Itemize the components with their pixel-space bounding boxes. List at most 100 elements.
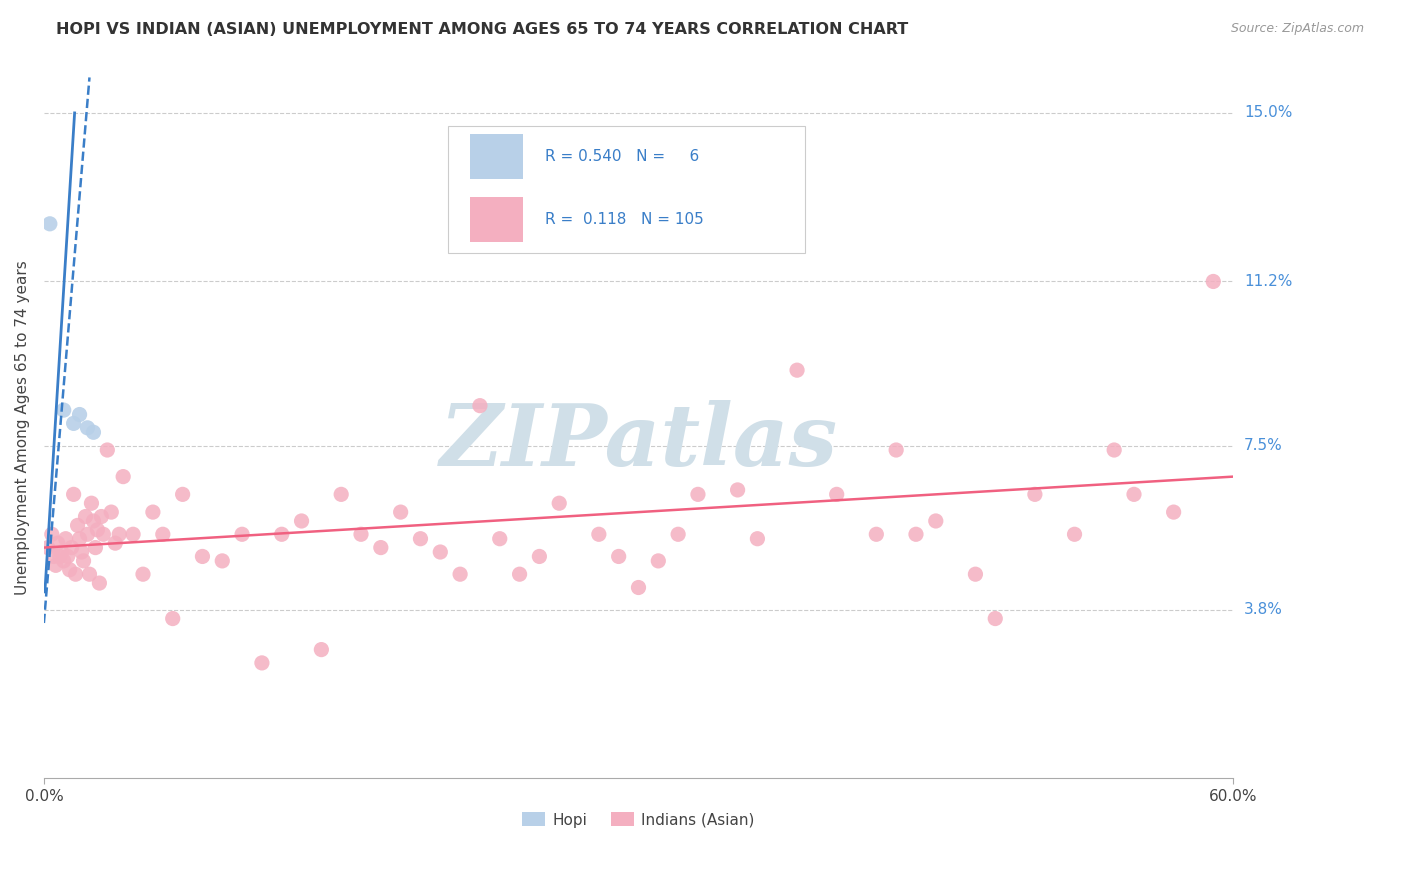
Point xyxy=(468,399,491,413)
Text: 15.0%: 15.0% xyxy=(1244,105,1292,120)
Point xyxy=(330,487,353,501)
Point xyxy=(51,545,73,559)
Point xyxy=(1024,487,1046,501)
Point xyxy=(1163,505,1185,519)
Point xyxy=(96,442,118,457)
Point xyxy=(59,563,82,577)
Point xyxy=(1102,442,1125,457)
Point xyxy=(449,567,471,582)
Point xyxy=(666,527,689,541)
Point xyxy=(727,483,749,497)
Point xyxy=(46,536,69,550)
Point xyxy=(72,554,94,568)
Point xyxy=(45,558,67,573)
Point xyxy=(52,554,75,568)
Point xyxy=(172,487,194,501)
Text: 7.5%: 7.5% xyxy=(1244,438,1282,453)
Point xyxy=(647,554,669,568)
Point xyxy=(48,549,70,564)
FancyBboxPatch shape xyxy=(470,196,523,242)
Point xyxy=(75,509,97,524)
Text: Source: ZipAtlas.com: Source: ZipAtlas.com xyxy=(1230,22,1364,36)
Point xyxy=(60,541,83,555)
Text: R =  0.118   N = 105: R = 0.118 N = 105 xyxy=(544,211,703,227)
Point xyxy=(41,527,63,541)
Text: HOPI VS INDIAN (ASIAN) UNEMPLOYMENT AMONG AGES 65 TO 74 YEARS CORRELATION CHART: HOPI VS INDIAN (ASIAN) UNEMPLOYMENT AMON… xyxy=(56,22,908,37)
Point xyxy=(104,536,127,550)
Point xyxy=(86,523,108,537)
Point xyxy=(38,217,60,231)
Point xyxy=(65,567,87,582)
Text: R = 0.540   N =     6: R = 0.540 N = 6 xyxy=(544,149,699,164)
Point xyxy=(509,567,531,582)
Point xyxy=(270,527,292,541)
FancyBboxPatch shape xyxy=(470,134,523,179)
Point xyxy=(90,509,112,524)
Point xyxy=(52,403,75,417)
Point xyxy=(55,532,77,546)
Point xyxy=(69,532,91,546)
Point xyxy=(79,567,101,582)
Point xyxy=(231,527,253,541)
Point xyxy=(82,514,104,528)
Point xyxy=(429,545,451,559)
Point xyxy=(93,527,115,541)
Point xyxy=(108,527,131,541)
Text: 11.2%: 11.2% xyxy=(1244,274,1292,289)
Point xyxy=(825,487,848,501)
Point xyxy=(56,549,79,564)
Point xyxy=(122,527,145,541)
Point xyxy=(191,549,214,564)
Point xyxy=(965,567,987,582)
Point xyxy=(70,545,93,559)
Point xyxy=(100,505,122,519)
Point xyxy=(548,496,571,510)
Point xyxy=(607,549,630,564)
Point xyxy=(925,514,948,528)
Point xyxy=(89,576,111,591)
Point xyxy=(350,527,373,541)
Point xyxy=(686,487,709,501)
Point xyxy=(76,527,98,541)
Point xyxy=(865,527,887,541)
Point xyxy=(66,518,89,533)
Point xyxy=(786,363,808,377)
Text: 3.8%: 3.8% xyxy=(1244,602,1284,617)
Point xyxy=(904,527,927,541)
Point xyxy=(37,541,59,555)
Point xyxy=(152,527,174,541)
Point xyxy=(409,532,432,546)
Point xyxy=(588,527,610,541)
Point xyxy=(112,469,135,483)
Point xyxy=(132,567,155,582)
Point xyxy=(62,417,84,431)
Point xyxy=(290,514,312,528)
Point xyxy=(211,554,233,568)
Point xyxy=(62,487,84,501)
Point xyxy=(69,408,91,422)
Point xyxy=(747,532,769,546)
Point xyxy=(984,611,1007,625)
Point xyxy=(1123,487,1146,501)
Point xyxy=(627,581,650,595)
Point xyxy=(389,505,412,519)
Point xyxy=(884,442,907,457)
Point xyxy=(311,642,333,657)
Point xyxy=(82,425,104,440)
Text: ZIPatlas: ZIPatlas xyxy=(440,401,838,483)
Point xyxy=(370,541,392,555)
Legend: Hopi, Indians (Asian): Hopi, Indians (Asian) xyxy=(516,806,761,834)
Point xyxy=(1202,275,1225,289)
Point xyxy=(1063,527,1085,541)
Point xyxy=(42,549,65,564)
Point xyxy=(529,549,551,564)
Point xyxy=(488,532,510,546)
Point xyxy=(162,611,184,625)
FancyBboxPatch shape xyxy=(449,127,806,252)
Y-axis label: Unemployment Among Ages 65 to 74 years: Unemployment Among Ages 65 to 74 years xyxy=(15,260,30,595)
Point xyxy=(84,541,107,555)
Point xyxy=(250,656,273,670)
Point xyxy=(80,496,103,510)
Point xyxy=(76,421,98,435)
Point xyxy=(142,505,165,519)
